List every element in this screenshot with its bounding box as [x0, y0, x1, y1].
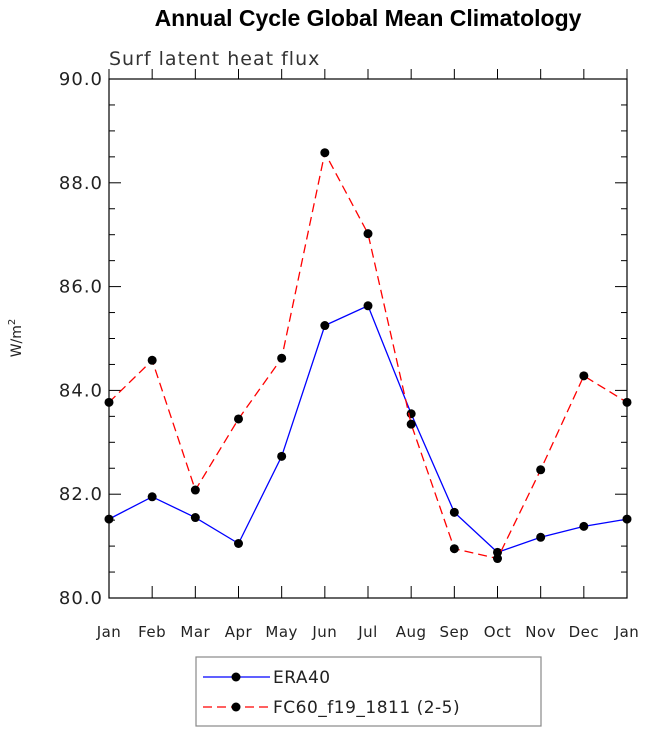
legend-label-2: FC60_f19_1811 (2-5)	[273, 698, 460, 718]
y-tick-label: 86.0	[59, 277, 103, 298]
series-2-point	[234, 414, 243, 424]
series-1-point	[449, 507, 459, 517]
x-tick-label: Apr	[225, 623, 253, 641]
series-1-point	[536, 532, 546, 542]
x-tick-label: Sep	[439, 623, 469, 641]
legend: ERA40 FC60_f19_1811 (2-5)	[195, 656, 542, 727]
series-1-point	[320, 321, 330, 331]
legend-label-1: ERA40	[273, 668, 331, 688]
series-1-point	[234, 539, 243, 549]
x-tick-label: Aug	[396, 623, 427, 641]
x-tick-label: Nov	[525, 623, 556, 641]
y-tick-label: 80.0	[59, 588, 103, 609]
series-2-point	[622, 397, 632, 407]
series-line-1	[108, 304, 628, 554]
x-tick-label: Jan	[614, 623, 640, 641]
y-tick-labels: 80.0 82.0 84.0 86.0 88.0 90.0	[59, 69, 103, 609]
series-1-point	[104, 514, 114, 524]
x-tick-label: May	[265, 623, 298, 641]
legend-box	[195, 656, 542, 727]
series-2-point	[320, 148, 330, 158]
x-tick-label: Jun	[311, 623, 337, 641]
chart-subtitle: Surf latent heat flux	[109, 48, 320, 70]
series-1-point	[493, 547, 502, 557]
y-axis-label-exponent: 2	[7, 319, 18, 325]
x-tick-label: Mar	[180, 623, 210, 641]
series-1-point	[579, 521, 589, 531]
series-2-point	[536, 465, 546, 475]
x-tick-label: Jul	[357, 623, 378, 641]
legend-marker-2	[231, 702, 241, 712]
series-layer	[104, 148, 632, 564]
series-1-point	[190, 513, 200, 523]
chart-title: Annual Cycle Global Mean Climatology	[155, 5, 582, 31]
series-1-point	[147, 492, 157, 502]
series-1-point	[363, 301, 373, 311]
series-2-point	[190, 485, 200, 495]
legend-marker-1	[231, 672, 241, 682]
axis-ticks	[108, 69, 628, 599]
x-tick-label: Dec	[569, 623, 600, 641]
x-tick-label: Feb	[138, 623, 166, 641]
x-tick-label: Jan	[96, 623, 122, 641]
series-2-point	[363, 229, 373, 239]
y-tick-label: 88.0	[59, 173, 103, 194]
series-2-point	[493, 554, 502, 564]
y-tick-label: 82.0	[59, 484, 103, 505]
series-2-point	[579, 371, 589, 381]
y-tick-label: 84.0	[59, 380, 103, 401]
y-axis-label: W/m2	[7, 319, 25, 358]
series-2-point	[277, 353, 287, 363]
series-2-point	[449, 544, 459, 554]
x-tick-labels: Jan Feb Mar Apr May Jun Jul Aug Sep Oct Nov Dec Jan	[96, 623, 640, 641]
series-1-point	[277, 451, 287, 461]
series-2-point	[147, 355, 157, 365]
y-axis-label-unit: W/m	[9, 325, 25, 357]
y-tick-label: 90.0	[59, 69, 103, 90]
series-line-2	[108, 150, 628, 560]
x-tick-label: Oct	[484, 623, 511, 641]
series-1-point	[406, 409, 416, 419]
series-2-point	[406, 419, 416, 429]
series-1-point	[622, 514, 632, 524]
plot-frame	[108, 78, 628, 599]
series-2-point	[104, 397, 114, 407]
